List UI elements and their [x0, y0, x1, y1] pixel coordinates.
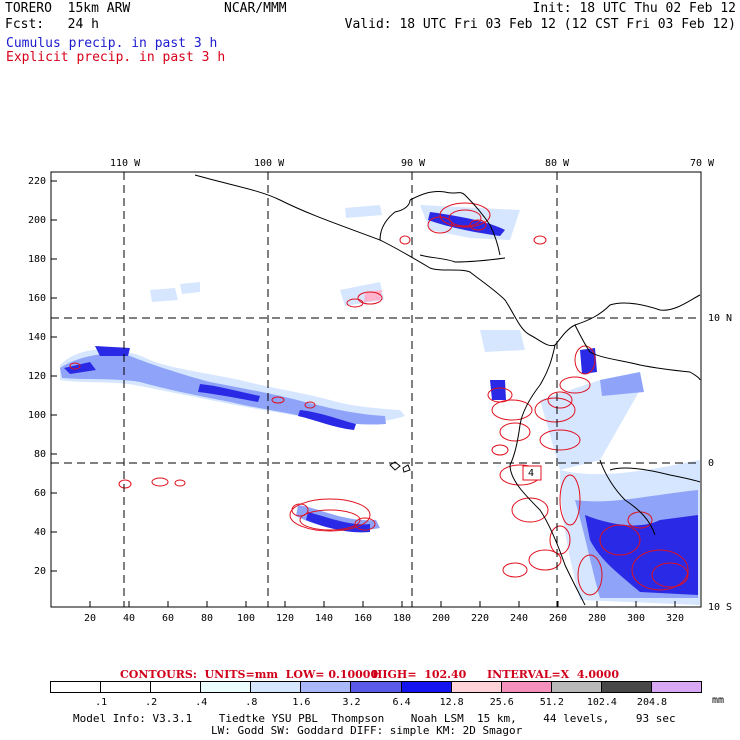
lon-label-90w: 90 W — [401, 158, 426, 169]
colorbar-unit: mm — [712, 695, 725, 706]
x-label: 260 — [549, 613, 568, 624]
x-label: 160 — [354, 613, 373, 624]
map-frame — [50, 171, 702, 608]
organization: NCAR/MMM — [224, 1, 287, 16]
colorbar-cell — [650, 681, 703, 693]
x-label: 120 — [276, 613, 295, 624]
x-label: 280 — [588, 613, 607, 624]
x-label: 40 — [123, 613, 136, 624]
y-label: 60 — [34, 488, 47, 499]
colorbar-cell — [400, 681, 452, 693]
axis-ticks — [51, 180, 676, 607]
y-label: 80 — [34, 449, 47, 460]
colorbar-label: .8 — [245, 697, 258, 708]
colorbar-cell — [100, 681, 152, 693]
lon-label-110w: 110 W — [110, 158, 141, 169]
lat-label-10s: 10 S — [708, 602, 733, 613]
colorbar-label: .4 — [195, 697, 208, 708]
colorbar-cell — [550, 681, 602, 693]
x-label: 140 — [315, 613, 334, 624]
colorbar — [50, 681, 703, 693]
colorbar-cell — [200, 681, 252, 693]
valid-time: Valid: 18 UTC Fri 03 Feb 12 (12 CST Fri … — [344, 17, 736, 32]
x-label: 20 — [84, 613, 97, 624]
explicit-precip-contours — [69, 202, 689, 596]
colorbar-cell — [500, 681, 552, 693]
colorbar-label: .2 — [145, 697, 158, 708]
x-label: 100 — [237, 613, 256, 624]
legend-cumulus: Cumulus precip. in past 3 h — [6, 36, 218, 51]
lon-label-80w: 80 W — [545, 158, 570, 169]
colorbar-cell — [150, 681, 202, 693]
x-label: 80 — [201, 613, 214, 624]
cumulus-precip-layer — [60, 205, 700, 605]
y-label: 180 — [28, 254, 47, 265]
y-label: 220 — [28, 176, 47, 187]
colorbar-cell — [350, 681, 402, 693]
model-info: Model Info: V3.3.1 Tiedtke YSU PBL Thomp… — [73, 712, 676, 725]
x-label: 240 — [510, 613, 529, 624]
colorbar-cell — [450, 681, 502, 693]
contour-high: HIGH= 102.40 — [372, 668, 467, 681]
colorbar-label: 6.4 — [392, 697, 411, 708]
lat-label-0: 0 — [708, 458, 715, 469]
colorbar-cell — [300, 681, 352, 693]
lat-label-10n: 10 N — [708, 313, 733, 324]
colorbar-label: 102.4 — [586, 697, 617, 708]
x-label: 60 — [162, 613, 175, 624]
map-box-label: 4 — [528, 468, 535, 479]
colorbar-label: 1.6 — [292, 697, 311, 708]
colorbar-cell — [250, 681, 302, 693]
x-label: 220 — [471, 613, 490, 624]
colorbar-cell — [50, 681, 102, 693]
x-label: 300 — [627, 613, 646, 624]
lon-label-70w: 70 W — [690, 158, 715, 169]
map-box-label-frame — [522, 465, 542, 481]
colorbar-label: 25.6 — [489, 697, 514, 708]
x-label: 180 — [393, 613, 412, 624]
init-time: Init: 18 UTC Thu 02 Feb 12 — [532, 1, 737, 16]
lat-lon-grid — [51, 172, 701, 607]
colorbar-label: 12.8 — [439, 697, 464, 708]
contour-interval: INTERVAL=X 4.0000 — [487, 668, 619, 681]
model-physics: LW: Godd SW: Goddard DIFF: simple KM: 2D… — [211, 724, 523, 737]
lon-label-100w: 100 W — [254, 158, 285, 169]
y-label: 100 — [28, 410, 47, 421]
colorbar-label: 3.2 — [342, 697, 361, 708]
model-name: TORERO 15km ARW — [5, 1, 131, 16]
coastline — [194, 174, 701, 606]
x-label: 320 — [666, 613, 685, 624]
y-label: 140 — [28, 332, 47, 343]
y-label: 200 — [28, 215, 47, 226]
contour-units: CONTOURS: UNITS=mm LOW= 0.10000 — [120, 668, 379, 681]
colorbar-cell — [600, 681, 652, 693]
y-label: 160 — [28, 293, 47, 304]
y-label: 120 — [28, 371, 47, 382]
forecast-hour: Fcst: 24 h — [5, 17, 99, 32]
x-label: 200 — [432, 613, 451, 624]
legend-explicit: Explicit precip. in past 3 h — [6, 50, 226, 65]
colorbar-label: 204.8 — [636, 697, 668, 708]
colorbar-label: .1 — [95, 697, 108, 708]
y-label: 40 — [34, 527, 47, 538]
colorbar-label: 51.2 — [539, 697, 564, 708]
y-label: 20 — [34, 566, 47, 577]
